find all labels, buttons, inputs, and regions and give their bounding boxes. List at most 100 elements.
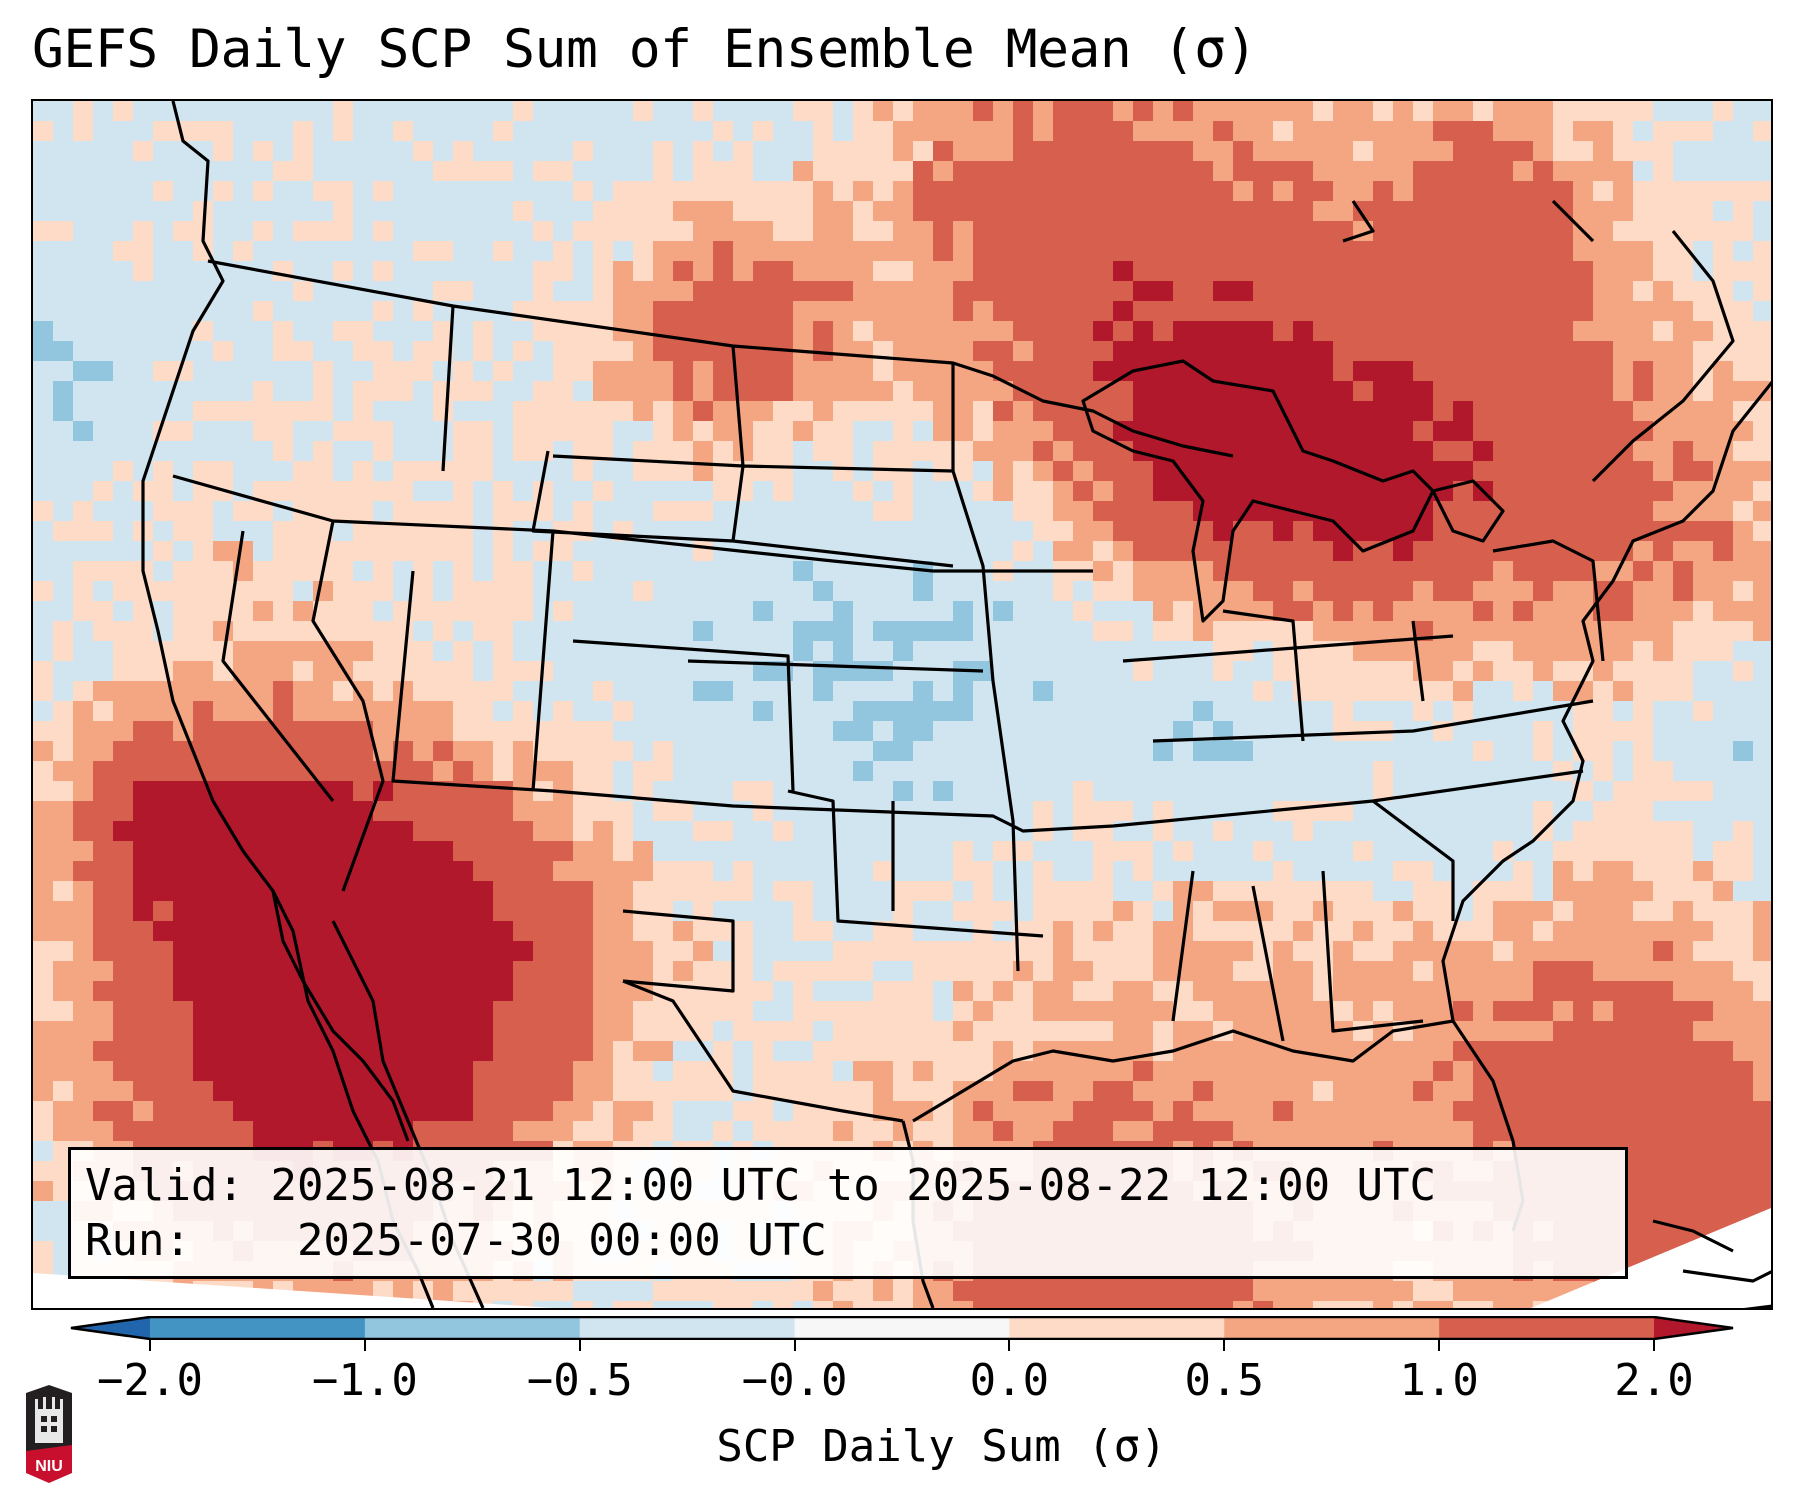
scp-cell [1373, 1121, 1393, 1141]
scp-cell [1513, 121, 1533, 141]
scp-cell [393, 1001, 413, 1021]
scp-cell [893, 181, 913, 201]
scp-cell [1093, 801, 1113, 821]
scp-cell [53, 1061, 73, 1081]
scp-cell [1073, 601, 1093, 621]
scp-cell [1453, 541, 1473, 561]
scp-cell [1553, 601, 1573, 621]
scp-cell [1173, 141, 1193, 161]
scp-cell [1593, 521, 1613, 541]
scp-cell [1113, 441, 1133, 461]
scp-cell [953, 961, 973, 981]
scp-cell [1433, 601, 1453, 621]
scp-cell [553, 821, 573, 841]
colorbar-tick-label: 1.0 [1399, 1355, 1479, 1406]
scp-cell [1013, 481, 1033, 501]
scp-cell [1053, 1041, 1073, 1061]
scp-cell [1013, 1001, 1033, 1021]
scp-cell [553, 1021, 573, 1041]
scp-cell [1513, 361, 1533, 381]
scp-cell [1733, 1201, 1753, 1221]
scp-cell [1713, 981, 1733, 1001]
scp-cell [1493, 241, 1513, 261]
scp-cell [133, 721, 153, 741]
scp-cell [1233, 1121, 1253, 1141]
scp-cell [633, 101, 653, 121]
scp-cell [293, 141, 313, 161]
scp-cell [193, 1121, 213, 1141]
scp-cell [913, 121, 933, 141]
scp-cell [1193, 1281, 1213, 1301]
scp-cell [953, 381, 973, 401]
scp-cell [913, 321, 933, 341]
scp-cell [73, 681, 93, 701]
scp-cell [953, 221, 973, 241]
scp-cell [1453, 241, 1473, 261]
scp-cell [1653, 1141, 1673, 1161]
scp-cell [1213, 161, 1233, 181]
scp-cell [793, 301, 813, 321]
scp-cell [293, 621, 313, 641]
scp-cell [1433, 141, 1453, 161]
scp-cell [233, 1021, 253, 1041]
scp-cell [1313, 581, 1333, 601]
scp-cell [873, 1121, 893, 1141]
scp-cell [1233, 261, 1253, 281]
scp-cell [1673, 641, 1693, 661]
scp-cell [1133, 961, 1153, 981]
scp-cell [73, 1081, 93, 1101]
scp-cell [1393, 981, 1413, 1001]
scp-cell [1713, 1201, 1733, 1221]
scp-cell [1593, 1061, 1613, 1081]
run-label: Run: [85, 1215, 191, 1266]
scp-cell [453, 581, 473, 601]
scp-cell [853, 701, 873, 721]
scp-cell [493, 761, 513, 781]
scp-cell [493, 861, 513, 881]
scp-cell [593, 741, 613, 761]
scp-cell [353, 521, 373, 541]
scp-cell [1153, 741, 1173, 761]
scp-cell [1593, 501, 1613, 521]
scp-cell [713, 881, 733, 901]
scp-cell [53, 941, 73, 961]
scp-cell [1213, 1061, 1233, 1081]
scp-cell [693, 321, 713, 341]
scp-cell [493, 361, 513, 381]
scp-cell [273, 961, 293, 981]
scp-cell [1353, 921, 1373, 941]
scp-cell [1733, 401, 1753, 421]
scp-cell [1553, 841, 1573, 861]
scp-cell [1513, 1061, 1533, 1081]
scp-cell [193, 1101, 213, 1121]
scp-cell [1593, 541, 1613, 561]
scp-cell [833, 361, 853, 381]
scp-cell [1373, 961, 1393, 981]
scp-cell [1193, 461, 1213, 481]
scp-cell [1133, 841, 1153, 861]
scp-cell [493, 161, 513, 181]
scp-cell [1033, 1281, 1053, 1301]
scp-cell [933, 621, 953, 641]
scp-cell [373, 561, 393, 581]
scp-cell [1093, 1001, 1113, 1021]
scp-cell [673, 261, 693, 281]
scp-cell [373, 481, 393, 501]
scp-cell [1373, 221, 1393, 241]
scp-cell [273, 641, 293, 661]
scp-cell [453, 961, 473, 981]
scp-cell [1593, 221, 1613, 241]
scp-cell [1233, 241, 1253, 261]
scp-cell [773, 241, 793, 261]
scp-cell [733, 401, 753, 421]
scp-cell [1413, 181, 1433, 201]
scp-cell [1693, 121, 1713, 141]
scp-cell [253, 861, 273, 881]
scp-cell [473, 1041, 493, 1061]
scp-cell [253, 1021, 273, 1041]
scp-cell [1093, 501, 1113, 521]
scp-cell [1013, 1021, 1033, 1041]
scp-cell [873, 221, 893, 241]
scp-cell [1313, 281, 1333, 301]
scp-cell [653, 361, 673, 381]
